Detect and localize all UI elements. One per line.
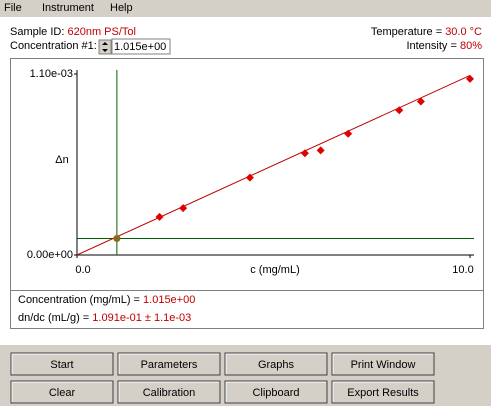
- button-label: Export Results: [347, 387, 419, 399]
- data-point: [344, 129, 353, 138]
- button-label: Calibration: [143, 387, 196, 399]
- menu-item[interactable]: Instrument: [42, 2, 94, 14]
- button-bevel: [332, 353, 433, 374]
- y-tick-label: 0.00e+00: [27, 249, 73, 261]
- y-tick-label: 1.10e-03: [30, 68, 73, 80]
- button[interactable]: [224, 380, 328, 404]
- concentration-label: Concentration #1:: [10, 40, 97, 52]
- result-concentration: Concentration (mg/mL) = 1.015e+00: [18, 294, 195, 306]
- button-label: Print Window: [351, 359, 416, 371]
- menu-item[interactable]: Help: [110, 2, 133, 14]
- button-bevel: [118, 353, 219, 374]
- button[interactable]: [224, 352, 328, 376]
- data-point: [416, 97, 425, 106]
- spinner[interactable]: [98, 39, 112, 55]
- results-panel: [10, 290, 484, 329]
- data-point: [245, 173, 254, 182]
- intensity: Intensity = 80%: [406, 40, 482, 52]
- data-point: [316, 146, 325, 155]
- concentration-input-text: 1.015e+00: [114, 41, 166, 53]
- temperature: Temperature = 30.0 °C: [371, 26, 482, 38]
- button-bevel: [225, 381, 326, 402]
- button-label: Parameters: [141, 359, 198, 371]
- button-bevel: [332, 381, 433, 402]
- button-label: Graphs: [258, 359, 295, 371]
- data-point: [300, 149, 309, 158]
- cursor-point: [113, 235, 121, 243]
- button[interactable]: [10, 352, 114, 376]
- button[interactable]: [10, 380, 114, 404]
- data-point: [466, 74, 474, 83]
- fit-line: [76, 75, 471, 256]
- data-point: [395, 106, 404, 115]
- button-label: Start: [50, 359, 73, 371]
- button[interactable]: [117, 380, 221, 404]
- button-bevel: [11, 381, 112, 402]
- button-label: Clear: [49, 387, 76, 399]
- button[interactable]: [117, 352, 221, 376]
- concentration-input[interactable]: [111, 38, 171, 55]
- x-tick-label: 0.0: [75, 264, 90, 276]
- y-axis-label: Δn: [55, 154, 68, 166]
- button-bevel: [11, 353, 112, 374]
- button[interactable]: [331, 380, 435, 404]
- data-point: [179, 204, 188, 213]
- sample-id: Sample ID: 620nm PS/Tol: [10, 26, 136, 38]
- chart-panel: [10, 58, 484, 291]
- data-point: [155, 212, 164, 221]
- x-axis-label: c (mg/mL): [250, 264, 300, 276]
- x-tick-label: 10.0: [452, 264, 473, 276]
- button-bevel: [225, 353, 326, 374]
- button-bevel: [118, 381, 219, 402]
- spinner-arrows: [102, 42, 108, 52]
- result-dndc: dn/dc (mL/g) = 1.091e-01 ± 1.1e-03: [18, 312, 191, 324]
- menu-item[interactable]: File: [4, 2, 22, 14]
- button-label: Clipboard: [252, 387, 299, 399]
- button[interactable]: [331, 352, 435, 376]
